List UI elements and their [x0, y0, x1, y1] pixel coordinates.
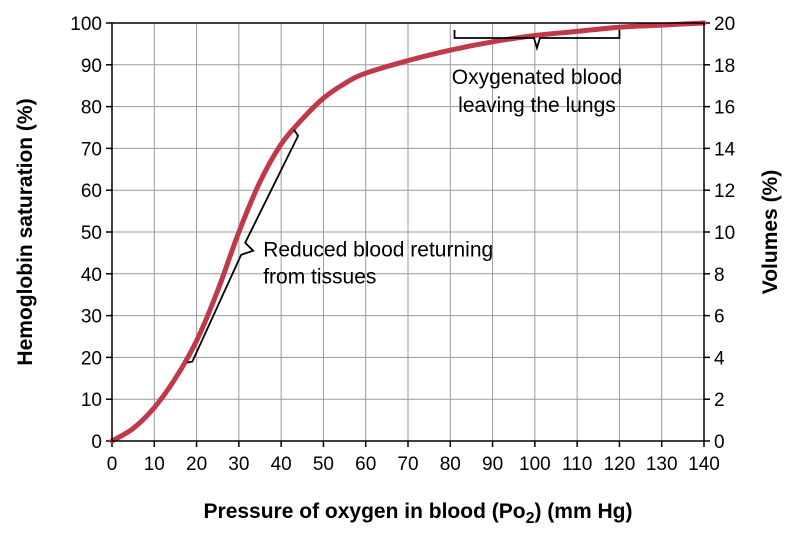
x-tick-label-90: 90	[482, 454, 503, 475]
right-tick-label-16: 16	[714, 98, 735, 119]
x-axis-label-tail: ) (mm Hg)	[534, 500, 632, 523]
oxygenated-blood-label-line1: Oxygenated blood	[452, 66, 622, 89]
reduced-blood-label-line2: from tissues	[263, 266, 376, 289]
saturation-curve-0	[109, 20, 707, 444]
y-axis-ticks: 0 10 20 30 40 50 60 70 80 90 100	[70, 14, 112, 453]
y-tick-label-0: 0	[91, 432, 102, 453]
x-tick-label-100: 100	[519, 454, 551, 475]
oxygenated-blood-brace	[453, 30, 621, 52]
right-axis-label: Volumes (%)	[759, 170, 782, 294]
right-tick-label-14: 14	[714, 139, 736, 160]
y-tick-label-100: 100	[70, 14, 102, 35]
x-tick-label-140: 140	[688, 454, 720, 475]
y-tick-label-40: 40	[81, 265, 102, 286]
x-tick-label-130: 130	[646, 454, 678, 475]
reduced-blood-brace	[187, 129, 300, 364]
x-tick-label-110: 110	[562, 454, 592, 475]
x-axis-label-sub-2: 2	[526, 510, 535, 527]
oxygenated-blood-label-line2: leaving the lungs	[458, 94, 616, 117]
grid-lines	[112, 23, 704, 441]
right-tick-label-8: 8	[714, 265, 725, 286]
x-axis-label: Pressure of oxygen in blood (Po2) (mm Hg…	[204, 500, 633, 527]
x-tick-label-0: 0	[107, 454, 118, 475]
y-tick-label-10: 10	[81, 390, 102, 411]
x-tick-label-10: 10	[144, 454, 165, 475]
y-axis-label: Hemoglobin saturation (%)	[14, 98, 37, 365]
y-tick-label-60: 60	[81, 181, 102, 202]
right-tick-label-12: 12	[714, 181, 735, 202]
x-tick-label-30: 30	[228, 454, 249, 475]
right-tick-label-20: 20	[714, 14, 735, 35]
x-tick-label-50: 50	[313, 454, 334, 475]
y-tick-label-90: 90	[81, 56, 102, 77]
y-tick-label-70: 70	[81, 139, 102, 160]
y-tick-label-20: 20	[81, 348, 102, 369]
x-tick-label-70: 70	[397, 454, 418, 475]
x-axis-label-main: Pressure of oxygen in blood (P	[204, 500, 513, 523]
right-tick-label-4: 4	[714, 348, 725, 369]
right-tick-label-10: 10	[714, 223, 735, 244]
x-tick-label-60: 60	[355, 454, 376, 475]
x-tick-label-80: 80	[440, 454, 461, 475]
plot-frame	[111, 22, 705, 442]
right-tick-label-6: 6	[714, 307, 725, 328]
y-tick-label-50: 50	[81, 223, 102, 244]
annotations: Reduced blood returning from tissues Oxy…	[187, 30, 622, 364]
right-tick-label-2: 2	[714, 390, 725, 411]
right-axis-ticks: 0 2 4 6 8 10 12 14 16 18 20	[704, 14, 736, 453]
x-tick-label-40: 40	[271, 454, 292, 475]
x-tick-label-120: 120	[604, 454, 636, 475]
curve-layer	[109, 20, 707, 444]
y-tick-label-80: 80	[81, 98, 102, 119]
y-tick-label-30: 30	[81, 307, 102, 328]
reduced-blood-label-line1: Reduced blood returning	[263, 239, 493, 262]
x-axis-label-sub-o: o	[513, 500, 526, 523]
x-axis-ticks: 0 10 20 30 40 50 60 70 80 90 100 110 120 130 140	[107, 441, 720, 475]
right-tick-label-18: 18	[714, 56, 735, 77]
x-tick-label-20: 20	[186, 454, 207, 475]
right-tick-label-0: 0	[714, 432, 725, 453]
